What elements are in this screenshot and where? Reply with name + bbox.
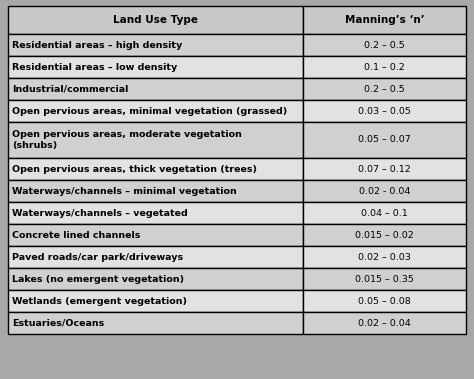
Text: Estuaries/Oceans: Estuaries/Oceans: [12, 318, 104, 327]
Text: Open pervious areas, minimal vegetation (grassed): Open pervious areas, minimal vegetation …: [12, 106, 287, 116]
Bar: [8, 6, 303, 34]
Bar: [303, 158, 466, 180]
Text: 0.02 – 0.03: 0.02 – 0.03: [358, 252, 411, 262]
Text: Concrete lined channels: Concrete lined channels: [12, 230, 140, 240]
Bar: [303, 268, 466, 290]
Text: Residential areas – low density: Residential areas – low density: [12, 63, 177, 72]
Text: Industrial/commercial: Industrial/commercial: [12, 85, 128, 94]
Text: Waterways/channels – vegetated: Waterways/channels – vegetated: [12, 208, 188, 218]
Bar: [303, 224, 466, 246]
Text: Waterways/channels – minimal vegetation: Waterways/channels – minimal vegetation: [12, 186, 237, 196]
Text: 0.015 – 0.02: 0.015 – 0.02: [356, 230, 414, 240]
Bar: [8, 268, 303, 290]
Bar: [8, 290, 303, 312]
Bar: [8, 34, 303, 56]
Text: 0.1 – 0.2: 0.1 – 0.2: [365, 63, 405, 72]
Bar: [303, 180, 466, 202]
Text: 0.04 – 0.1: 0.04 – 0.1: [361, 208, 408, 218]
Bar: [303, 290, 466, 312]
Text: Manning’s ‘n’: Manning’s ‘n’: [345, 15, 425, 25]
Text: Residential areas – high density: Residential areas – high density: [12, 41, 182, 50]
Bar: [8, 246, 303, 268]
Bar: [8, 100, 303, 122]
Bar: [8, 56, 303, 78]
Text: Lakes (no emergent vegetation): Lakes (no emergent vegetation): [12, 274, 184, 283]
Text: 0.03 – 0.05: 0.03 – 0.05: [358, 106, 411, 116]
Text: 0.015 – 0.35: 0.015 – 0.35: [356, 274, 414, 283]
Bar: [303, 246, 466, 268]
Text: 0.02 – 0.04: 0.02 – 0.04: [358, 318, 411, 327]
Text: 0.02 - 0.04: 0.02 - 0.04: [359, 186, 410, 196]
Text: Open pervious areas, thick vegetation (trees): Open pervious areas, thick vegetation (t…: [12, 164, 257, 174]
Bar: [8, 312, 303, 334]
Bar: [303, 78, 466, 100]
Bar: [303, 6, 466, 34]
Bar: [8, 180, 303, 202]
Bar: [8, 224, 303, 246]
Text: Wetlands (emergent vegetation): Wetlands (emergent vegetation): [12, 296, 187, 305]
Text: 0.05 – 0.07: 0.05 – 0.07: [358, 136, 411, 144]
Text: Paved roads/car park/driveways: Paved roads/car park/driveways: [12, 252, 183, 262]
Bar: [8, 202, 303, 224]
Bar: [303, 34, 466, 56]
Bar: [8, 122, 303, 158]
Text: 0.2 – 0.5: 0.2 – 0.5: [365, 85, 405, 94]
Bar: [303, 202, 466, 224]
Text: 0.2 – 0.5: 0.2 – 0.5: [365, 41, 405, 50]
Text: Land Use Type: Land Use Type: [113, 15, 198, 25]
Bar: [8, 78, 303, 100]
Bar: [303, 122, 466, 158]
Bar: [303, 56, 466, 78]
Text: Open pervious areas, moderate vegetation
(shrubs): Open pervious areas, moderate vegetation…: [12, 130, 242, 150]
Bar: [303, 312, 466, 334]
Text: 0.05 – 0.08: 0.05 – 0.08: [358, 296, 411, 305]
Bar: [303, 100, 466, 122]
Text: 0.07 – 0.12: 0.07 – 0.12: [358, 164, 411, 174]
Bar: [8, 158, 303, 180]
